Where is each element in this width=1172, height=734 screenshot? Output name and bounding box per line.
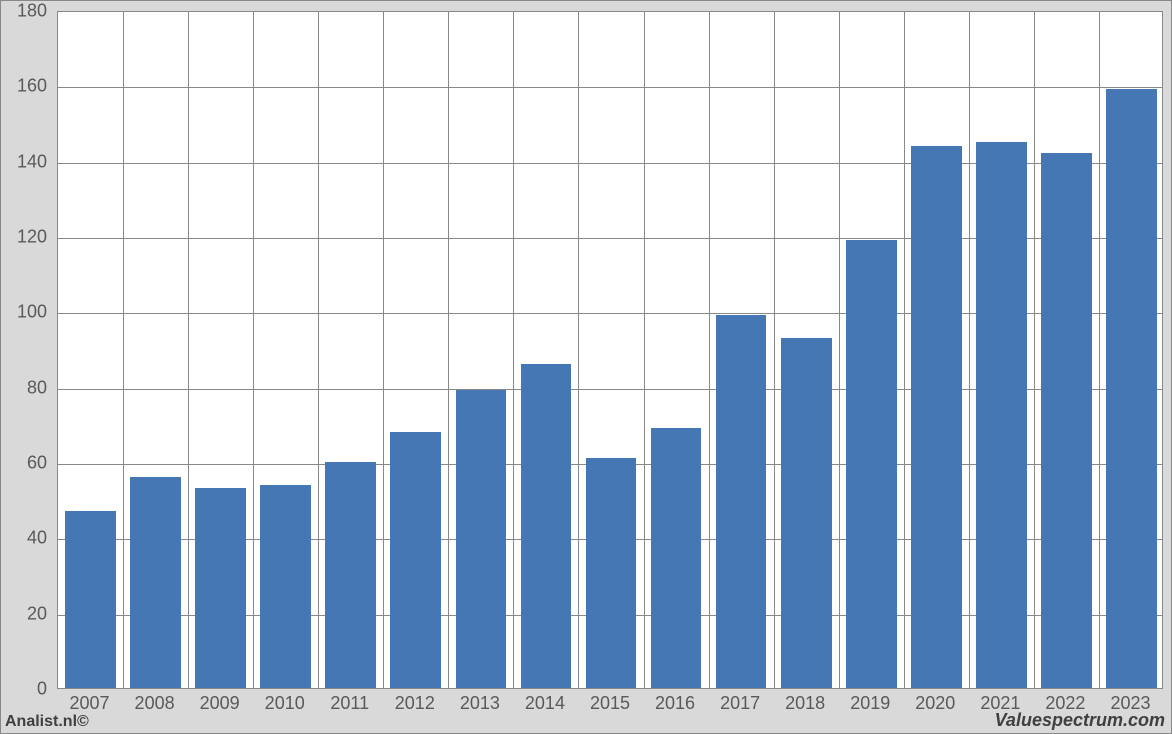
- y-tick-label: 20: [27, 603, 47, 624]
- bar: [586, 458, 637, 688]
- bar: [456, 390, 507, 688]
- bar: [976, 142, 1027, 688]
- bar: [521, 364, 572, 688]
- bar: [781, 338, 832, 688]
- y-tick-label: 40: [27, 528, 47, 549]
- plot-area: [57, 11, 1163, 689]
- y-tick-label: 120: [17, 227, 47, 248]
- bar: [716, 315, 767, 688]
- y-tick-label: 0: [37, 679, 47, 700]
- x-tick-label: 2009: [200, 693, 240, 714]
- y-tick-label: 80: [27, 377, 47, 398]
- x-tick-label: 2007: [69, 693, 109, 714]
- x-tick-label: 2016: [655, 693, 695, 714]
- y-tick-label: 100: [17, 302, 47, 323]
- x-tick-label: 2012: [395, 693, 435, 714]
- bar: [130, 477, 181, 688]
- bar: [846, 240, 897, 688]
- bar: [911, 146, 962, 688]
- x-tick-label: 2018: [785, 693, 825, 714]
- y-tick-label: 140: [17, 151, 47, 172]
- bar: [1106, 89, 1157, 688]
- credit-right: Valuespectrum.com: [995, 710, 1165, 731]
- bar: [195, 488, 246, 688]
- bar: [651, 428, 702, 688]
- x-tick-label: 2008: [135, 693, 175, 714]
- x-tick-label: 2020: [915, 693, 955, 714]
- chart-container: 0 20 40 60 80 100 120 140 160 180 2007 2008 2009 201…: [0, 0, 1172, 734]
- credit-left: Analist.nl©: [5, 713, 89, 731]
- x-tick-label: 2010: [265, 693, 305, 714]
- bar: [65, 511, 116, 688]
- bars-group: [58, 12, 1162, 688]
- x-tick-label: 2017: [720, 693, 760, 714]
- bar: [390, 432, 441, 688]
- bar: [260, 485, 311, 688]
- y-tick-label: 60: [27, 453, 47, 474]
- y-tick-label: 160: [17, 76, 47, 97]
- bar: [1041, 153, 1092, 688]
- x-tick-label: 2014: [525, 693, 565, 714]
- x-tick-label: 2019: [850, 693, 890, 714]
- y-axis-ticks: 020406080100120140160180: [1, 11, 51, 689]
- y-tick-label: 180: [17, 1, 47, 22]
- x-tick-label: 2011: [330, 693, 369, 714]
- x-tick-label: 2015: [590, 693, 630, 714]
- bar: [325, 462, 376, 688]
- x-tick-label: 2013: [460, 693, 500, 714]
